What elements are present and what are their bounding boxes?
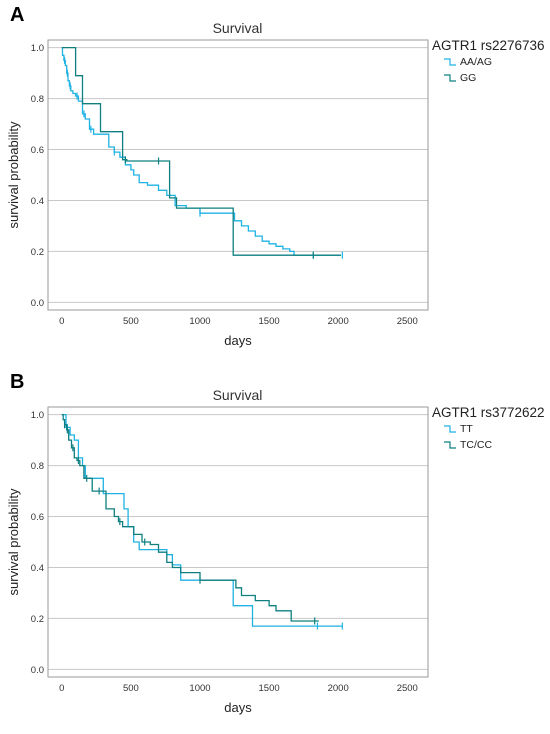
y-tick-label: 0.2 — [31, 247, 44, 258]
legend-swatch — [444, 441, 456, 449]
legend-swatch — [444, 58, 456, 66]
chart-title: Survival — [212, 20, 263, 36]
y-tick-label: 0.2 — [31, 614, 44, 625]
y-tick-label: 1.0 — [31, 410, 44, 421]
x-tick-label: 500 — [123, 683, 139, 694]
survival-curve — [61, 413, 319, 622]
x-axis-label: days — [224, 700, 252, 715]
legend-item: TT — [432, 422, 545, 436]
y-tick-label: 0.4 — [31, 196, 44, 207]
x-tick-label: 2500 — [397, 683, 418, 694]
survival-plot-b: 0.0 0.2 0.4 0.6 0.8 1.0 0 500 1000 1500 2000 2500 da… — [6, 406, 429, 715]
x-tick-label: 2000 — [328, 316, 349, 327]
survival-curve — [61, 46, 341, 256]
y-tick-label: 0.4 — [31, 563, 44, 574]
y-tick-label: 0.0 — [31, 298, 44, 309]
panel-label: B — [10, 371, 25, 393]
x-axis-label: days — [224, 333, 252, 348]
x-tick-label: 1500 — [259, 683, 280, 694]
plot-frame — [47, 39, 429, 311]
legend-swatch — [444, 425, 456, 433]
panel-label: A — [10, 4, 25, 26]
y-tick-label: 0.8 — [31, 94, 44, 105]
x-tick-label: 0 — [59, 683, 64, 694]
y-tick-label: 0.6 — [31, 512, 44, 523]
legend: AGTR1 rs3772622 TT TC/CC — [432, 405, 545, 452]
x-tick-label: 2000 — [328, 683, 349, 694]
y-tick-label: 0.6 — [31, 145, 44, 156]
survival-curve — [61, 46, 341, 256]
x-tick-label: 1000 — [189, 683, 210, 694]
y-tick-label: 0.0 — [31, 665, 44, 676]
legend-swatch — [444, 74, 456, 82]
legend-title: AGTR1 rs2276736 — [432, 38, 545, 53]
x-tick-label: 0 — [59, 316, 64, 327]
survival-panel-b: B Survival 0.0 0.2 0.4 0.6 0.8 1.0 0 500 1000 150… — [0, 367, 550, 734]
x-tick-label: 1000 — [189, 316, 210, 327]
legend-label: TC/CC — [460, 439, 493, 451]
y-tick-label: 1.0 — [31, 43, 44, 54]
chart-title: Survival — [212, 387, 263, 403]
x-tick-label: 500 — [123, 316, 139, 327]
survival-plot-a: 0.0 0.2 0.4 0.6 0.8 1.0 0 500 1000 1500 2000 2500 da… — [6, 39, 429, 348]
y-axis-label: survival probability — [6, 488, 21, 595]
survival-panel-a: A Survival 0.0 0.2 0.4 0.6 0.8 1.0 0 500 1000 150… — [6, 4, 545, 348]
x-tick-label: 1500 — [259, 316, 280, 327]
y-axis-label: survival probability — [6, 121, 21, 228]
legend-label: AA/AG — [460, 56, 493, 68]
x-tick-label: 2500 — [397, 316, 418, 327]
survival-curve — [61, 413, 343, 627]
legend-item: GG — [432, 71, 545, 85]
legend-item: AA/AG — [432, 55, 545, 69]
legend: AGTR1 rs2276736 AA/AG GG — [432, 38, 545, 85]
legend-item: TC/CC — [432, 438, 545, 452]
legend-title: AGTR1 rs3772622 — [432, 405, 545, 420]
y-tick-label: 0.8 — [31, 461, 44, 472]
plot-frame — [47, 406, 429, 678]
legend-label: TT — [460, 423, 473, 435]
legend-label: GG — [460, 72, 477, 84]
